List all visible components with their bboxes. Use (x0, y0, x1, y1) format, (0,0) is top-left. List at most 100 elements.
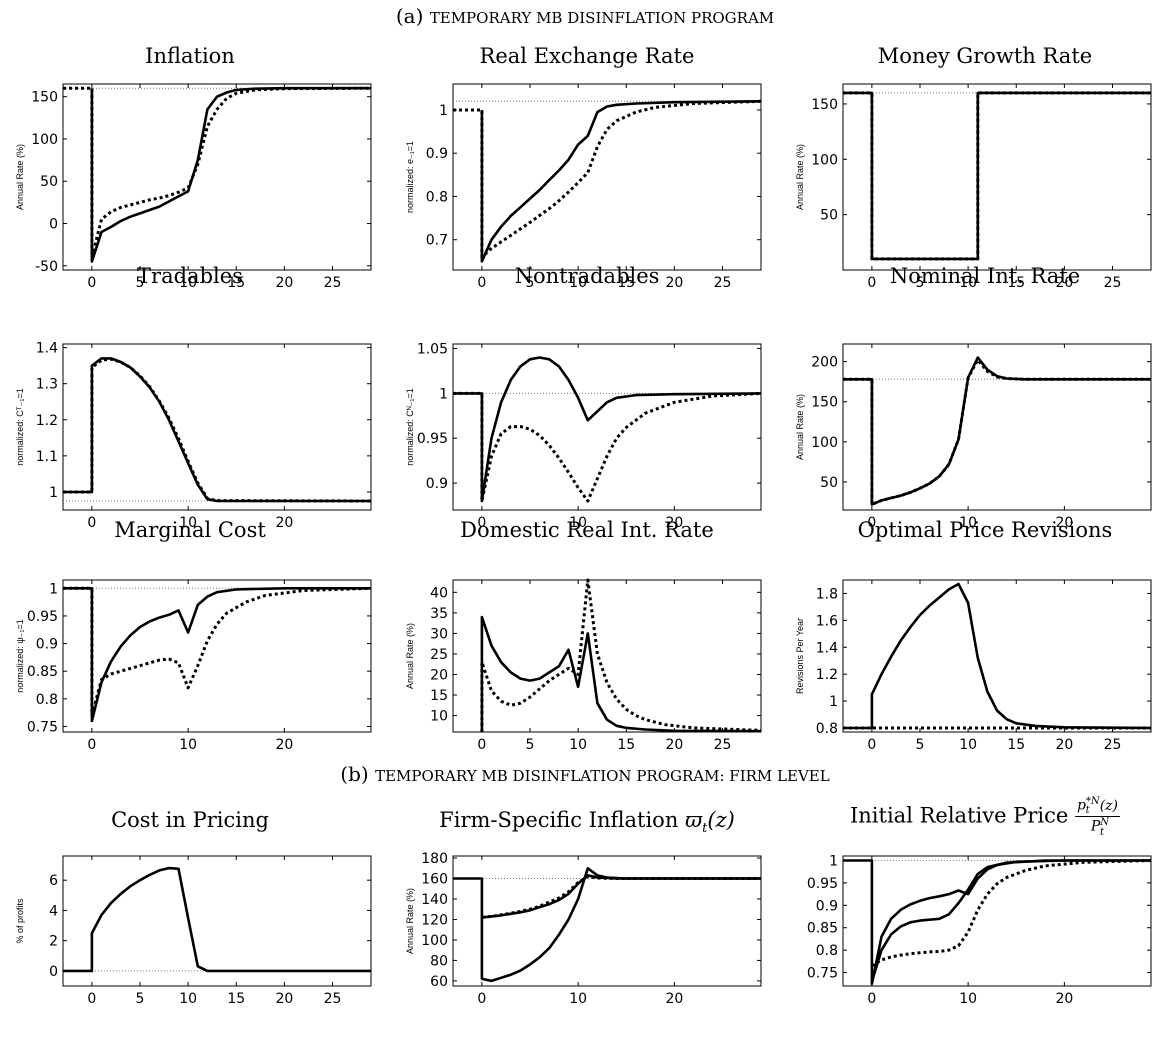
y-tick-label: 1 (829, 853, 838, 869)
x-tick-label: 10 (959, 991, 977, 1007)
series-line-solid-1 (870, 859, 1151, 982)
x-tick-label: 10 (179, 737, 197, 753)
y-tick-label: 0 (49, 964, 58, 980)
x-tick-label: 5 (136, 275, 145, 291)
relative-price-fraction: p*Nt (z) PNt (1074, 796, 1120, 838)
frac-num-sup: *N (1085, 796, 1100, 807)
y-tick-label: 0.8 (36, 692, 58, 708)
x-tick-label: 5 (916, 737, 925, 753)
chart-nontradables: 0 10 20 0.9 0.95 1 1.05 normalized: Cᴺ₋₁=1 (390, 300, 780, 531)
y-tick-label: 180 (421, 851, 448, 867)
y-axis-label: normalized: Cᴺ₋₁=1 (405, 388, 415, 465)
y-tick-label: 80 (430, 953, 448, 969)
x-tick-label: 20 (275, 275, 293, 291)
y-tick-label: 0.7 (426, 233, 448, 249)
y-tick-label: 0.85 (27, 664, 58, 680)
y-tick-label: 1 (49, 581, 58, 597)
x-tick-label: 15 (1007, 737, 1025, 753)
y-tick-label: 30 (430, 626, 448, 642)
x-tick-label: 10 (179, 275, 197, 291)
x-tick-label: 10 (569, 515, 587, 531)
x-tick-label: 0 (477, 991, 486, 1007)
x-tick-label: 10 (179, 991, 197, 1007)
firm-inflation-subscript: t (702, 821, 708, 837)
y-tick-label: 0.75 (807, 966, 838, 982)
x-tick-label: 10 (959, 275, 977, 291)
panel-title-firm-specific-inflation: Firm-Specific Inflation ϖt(z) (422, 808, 752, 836)
x-tick-label: 10 (569, 737, 587, 753)
y-tick-label: 50 (40, 174, 58, 190)
y-axis-label: Annual Rate (%) (795, 394, 805, 460)
series-line-dotted-1 (63, 86, 371, 259)
y-tick-label: 100 (811, 435, 838, 451)
y-tick-label: 0.9 (36, 637, 58, 653)
chart-money-growth-rate: 0 5 10 15 20 25 50 100 150 Annual Rate (%) (780, 76, 1170, 306)
y-tick-label: 15 (430, 688, 448, 704)
y-axis-label: Annual Rate (%) (405, 623, 415, 689)
y-tick-label: 1 (439, 386, 448, 402)
panel-title-cost-in-pricing: Cost in Pricing (111, 808, 269, 832)
y-tick-label: 0.8 (816, 943, 838, 959)
section-b-heading: (b) Temporary MB Disinflation Program: F… (0, 762, 1170, 786)
series-line-dotted-1 (843, 91, 1151, 261)
x-tick-label: 25 (1104, 275, 1122, 291)
x-tick-label: 0 (867, 515, 876, 531)
y-tick-label: 150 (31, 90, 58, 106)
x-tick-label: 20 (275, 515, 293, 531)
series-line-dotted-1 (843, 358, 1151, 506)
series-line-solid-0 (63, 866, 371, 973)
y-tick-label: 1.1 (36, 449, 58, 465)
y-axis-label: Annual Rate (%) (15, 144, 25, 210)
y-tick-label: 0.75 (27, 719, 58, 735)
y-axis-label: Revisions Per Year (795, 618, 805, 694)
y-tick-label: 0.9 (426, 476, 448, 492)
x-tick-label: 20 (1055, 515, 1073, 531)
chart-optimal-price-revisions: 0 5 10 15 20 25 0.8 1 1.2 1.4 1.6 1.8 Revisions Per … (780, 554, 1170, 784)
frac-den-base: P (1090, 819, 1101, 836)
y-tick-label: 0.95 (807, 876, 838, 892)
x-tick-label: 20 (275, 991, 293, 1007)
series-line-solid-0 (843, 91, 1151, 261)
chart-cost-in-pricing: 0 5 10 15 20 25 0 2 4 6 % of profits (0, 812, 390, 1042)
x-tick-label: 20 (665, 515, 683, 531)
y-tick-label: 140 (421, 892, 448, 908)
y-tick-label: 1.4 (816, 640, 838, 656)
plot-frame (842, 579, 1152, 733)
x-tick-label: 20 (665, 991, 683, 1007)
y-tick-label: 0.9 (816, 898, 838, 914)
y-tick-label: 1 (439, 103, 448, 119)
y-axis-label: Annual Rate (%) (795, 144, 805, 210)
y-tick-label: 50 (820, 208, 838, 224)
relative-price-text: Initial Relative Price (849, 803, 1075, 828)
plot-frame (452, 83, 762, 271)
section-a-title: Temporary MB Disinflation Program (429, 9, 775, 27)
frac-num-arg: (z) (1099, 797, 1118, 814)
series-line-dotted-1 (453, 391, 761, 503)
panel-title-tradables: Tradables (137, 264, 243, 288)
series-line-solid-0 (453, 356, 761, 503)
x-tick-label: 0 (87, 515, 96, 531)
series-line-solid-0 (843, 859, 1151, 986)
y-tick-label: 100 (421, 933, 448, 949)
series-line-solid-0 (90, 86, 371, 263)
x-tick-label: 25 (324, 275, 342, 291)
section-a-label: (a) (395, 4, 424, 28)
series-line-dotted-1 (63, 586, 371, 717)
y-tick-label: 0 (49, 217, 58, 233)
y-tick-label: 4 (49, 903, 58, 919)
y-tick-label: 50 (820, 475, 838, 491)
y-tick-label: -50 (35, 259, 58, 275)
firm-inflation-arg: (z) (707, 808, 735, 832)
x-tick-label: 20 (275, 737, 293, 753)
y-tick-label: 0.8 (426, 189, 448, 205)
panel-title-money-growth-rate: Money Growth Rate (877, 44, 1093, 68)
y-tick-label: 60 (430, 974, 448, 990)
x-tick-label: 10 (569, 275, 587, 291)
chart-nominal-int-rate: 0 10 20 50 100 150 200 Annual Rate (%) (780, 300, 1170, 531)
x-tick-label: 5 (916, 275, 925, 291)
x-tick-label: 5 (136, 991, 145, 1007)
x-tick-label: 5 (526, 737, 535, 753)
x-tick-label: 15 (1007, 275, 1025, 291)
x-tick-label: 20 (1055, 737, 1073, 753)
y-tick-label: 150 (811, 97, 838, 113)
